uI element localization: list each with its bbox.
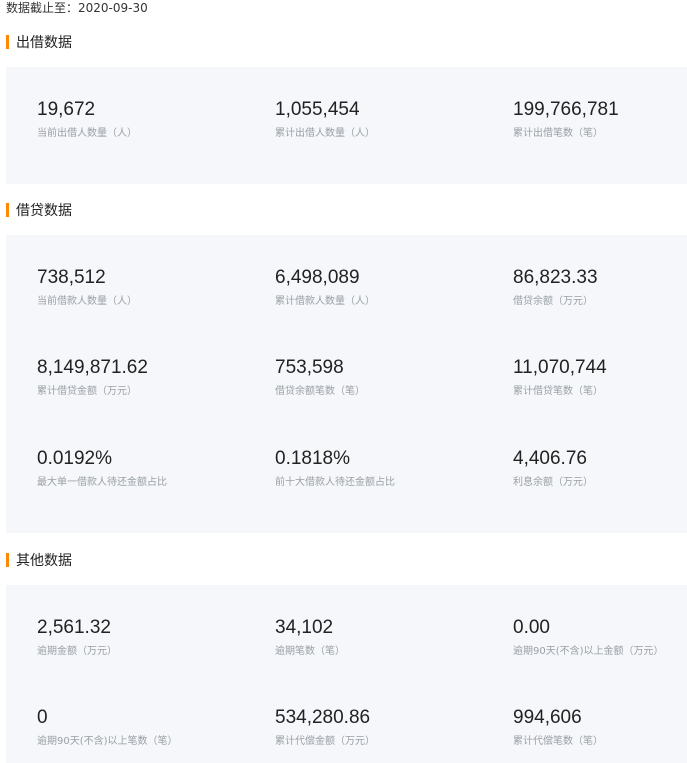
stat-label: 累计出借人数量（人） [275,128,375,139]
stat-value: 8,149,871.62 [37,357,148,378]
stat-value: 753,598 [275,357,344,378]
stat-value: 0.00 [513,617,550,638]
stat-value: 0.0192% [37,448,113,469]
stat-label: 当前借款人数量（人） [37,296,137,307]
data-as-of-date: 数据截止至：2020-09-30 [6,1,148,15]
stat-value: 738,512 [37,267,106,288]
stat-value: 11,070,744 [513,357,607,378]
stat-item: 19,672 当前出借人数量（人） [37,99,137,141]
stat-label: 逾期90天(不含)以上金额（万元） [513,646,664,657]
stat-label: 逾期90天(不含)以上笔数（笔） [37,736,178,747]
stat-item: 534,280.86 累计代偿金额（万元） [275,707,375,749]
stat-item: 4,406.76 利息余额（万元） [513,448,593,490]
stat-value: 34,102 [275,617,334,638]
stat-value: 6,498,089 [275,267,360,288]
stat-item: 0 逾期90天(不含)以上笔数（笔） [37,707,178,749]
stat-label: 利息余额（万元） [513,477,593,488]
section-title-text: 其他数据 [16,553,72,569]
lending-data-panel: 19,672 当前出借人数量（人） 1,055,454 累计出借人数量（人） 1… [6,67,687,184]
stat-label: 累计借贷金额（万元） [37,386,137,397]
section-title-other: 其他数据 [6,552,72,570]
stat-label: 累计代偿笔数（笔） [513,736,603,747]
stat-value: 19,672 [37,99,96,120]
section-accent-bar [6,35,9,49]
stat-item: 199,766,781 累计出借笔数（笔） [513,99,619,141]
other-data-panel: 2,561.32 逾期金额（万元） 34,102 逾期笔数（笔） 0.00 逾期… [6,585,687,763]
stat-value: 199,766,781 [513,99,619,120]
stat-label: 前十大借款人待还金额占比 [275,477,395,488]
stat-value: 4,406.76 [513,448,587,469]
stat-item: 753,598 借贷余额笔数（笔） [275,357,365,399]
stat-value: 86,823.33 [513,267,598,288]
stat-label: 累计借款人数量（人） [275,296,375,307]
stat-item: 11,070,744 累计借贷笔数（笔） [513,357,607,399]
stat-item: 0.1818% 前十大借款人待还金额占比 [275,448,395,490]
loan-data-panel: 738,512 当前借款人数量（人） 6,498,089 累计借款人数量（人） … [6,235,687,533]
stat-item: 8,149,871.62 累计借贷金额（万元） [37,357,148,399]
stat-label: 逾期金额（万元） [37,646,117,657]
stat-value: 534,280.86 [275,707,371,728]
stat-value: 1,055,454 [275,99,360,120]
stat-label: 逾期笔数（笔） [275,646,345,657]
stat-label: 最大单一借款人待还金额占比 [37,477,167,488]
stat-item: 6,498,089 累计借款人数量（人） [275,267,375,309]
section-accent-bar [6,203,9,217]
stat-label: 累计借贷笔数（笔） [513,386,603,397]
stat-label: 累计代偿金额（万元） [275,736,375,747]
stat-label: 当前出借人数量（人） [37,128,137,139]
stat-value: 994,606 [513,707,582,728]
section-title-lending: 出借数据 [6,34,72,52]
stat-value: 2,561.32 [37,617,111,638]
stat-item: 0.00 逾期90天(不含)以上金额（万元） [513,617,664,659]
stat-item: 0.0192% 最大单一借款人待还金额占比 [37,448,167,490]
stat-item: 994,606 累计代偿笔数（笔） [513,707,603,749]
stat-item: 86,823.33 借贷余额（万元） [513,267,598,309]
stat-item: 34,102 逾期笔数（笔） [275,617,345,659]
stat-item: 738,512 当前借款人数量（人） [37,267,137,309]
stat-item: 1,055,454 累计出借人数量（人） [275,99,375,141]
stat-value: 0.1818% [275,448,351,469]
stat-label: 借贷余额（万元） [513,296,593,307]
stat-item: 2,561.32 逾期金额（万元） [37,617,117,659]
stat-value: 0 [37,707,48,728]
section-accent-bar [6,553,9,567]
section-title-text: 借贷数据 [16,203,72,219]
stat-label: 借贷余额笔数（笔） [275,386,365,397]
section-title-loan: 借贷数据 [6,202,72,220]
section-title-text: 出借数据 [16,35,72,51]
stat-label: 累计出借笔数（笔） [513,128,603,139]
